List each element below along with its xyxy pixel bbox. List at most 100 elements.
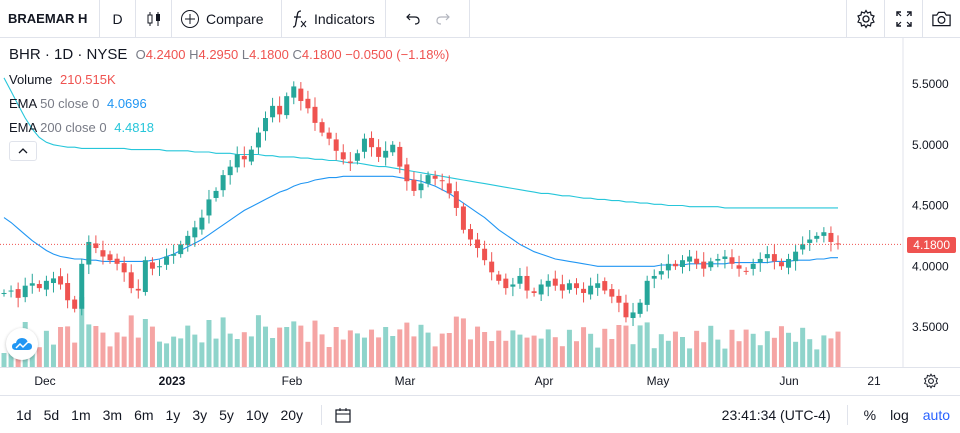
range-button-1m[interactable]: 1m (71, 406, 91, 423)
ema50-value: 4.0696 (106, 96, 147, 111)
volume-bar (284, 327, 290, 367)
volume-bar (510, 330, 516, 367)
percent-toggle[interactable]: % (863, 406, 877, 423)
time-tick-label: May (647, 374, 670, 388)
range-button-5d[interactable]: 5d (43, 406, 60, 423)
volume-value: 210.515K (60, 72, 116, 87)
calendar-range-icon[interactable] (334, 406, 352, 424)
legend-ticker: BHR (9, 46, 41, 63)
chart-pane[interactable]: 5.5000 5.0000 4.5000 4.0000 3.5000 BHR · 1D … (0, 38, 960, 368)
compare-button[interactable]: Compare (172, 0, 282, 38)
range-button-3y[interactable]: 3y (192, 406, 208, 423)
candle (425, 171, 431, 188)
volume-bar (828, 338, 834, 367)
volume-bar (128, 315, 134, 367)
range-button-10y[interactable]: 10y (245, 406, 269, 423)
price-tick-label: 4.5000 (912, 199, 949, 213)
undo-icon[interactable] (405, 11, 421, 27)
volume-bar (220, 317, 226, 367)
ema200-value: 4.4818 (114, 120, 154, 135)
volume-bar (672, 331, 678, 367)
price-chart[interactable]: 5.5000 5.0000 4.5000 4.0000 3.5000 (0, 38, 960, 368)
candle (135, 279, 141, 299)
ema50-label: EMA (9, 96, 37, 111)
candle (828, 226, 834, 252)
ema50-legend[interactable]: EMA 50 close 0 4.0696 (9, 96, 147, 111)
volume-bar (234, 339, 240, 367)
volume-bar (333, 327, 339, 367)
volume-legend[interactable]: Volume 210.515K (9, 72, 116, 87)
candle (15, 282, 21, 308)
volume-bar (79, 297, 85, 367)
volume-bar (489, 341, 495, 367)
volume-bar (545, 329, 551, 367)
ema200-line-path (3, 77, 838, 209)
log-toggle[interactable]: log (890, 406, 909, 423)
volume-bar (142, 319, 148, 367)
candle (93, 235, 99, 254)
price-axis[interactable]: 5.5000 5.0000 4.5000 4.0000 3.5000 (912, 77, 949, 334)
candle (729, 249, 735, 269)
candle (446, 175, 452, 199)
candle (595, 273, 601, 296)
clock-time[interactable]: 23:41:34 (UTC-4) (721, 406, 831, 423)
candle (439, 173, 445, 191)
range-button-3m[interactable]: 3m (102, 406, 123, 423)
range-button-20y[interactable]: 20y (280, 406, 304, 423)
candle (142, 256, 148, 296)
candle (86, 235, 92, 275)
tradingview-logo[interactable] (6, 328, 38, 360)
candlestick-icon (147, 11, 160, 26)
ema200-legend[interactable]: EMA 200 close 0 4.4818 (9, 120, 154, 135)
range-button-1d[interactable]: 1d (16, 406, 32, 423)
candle (411, 171, 417, 197)
range-button-5y[interactable]: 5y (219, 406, 234, 423)
range-button-1y[interactable]: 1y (165, 406, 181, 423)
date-range-group: 1d 5d 1m 3m 6m 1y 3y 5y 10y 20y (0, 407, 309, 423)
volume-bar (729, 329, 735, 367)
collapse-legend-button[interactable] (9, 141, 37, 161)
volume-bar (1, 353, 7, 367)
volume-bar (298, 325, 304, 367)
close-label: C (292, 47, 302, 62)
volume-bar (354, 333, 360, 367)
time-axis[interactable]: Dec 2023 Feb Mar Apr May Jun 21 (0, 368, 960, 395)
volume-bar (277, 327, 283, 367)
symbol-search-button[interactable]: BRAEMAR H (0, 0, 100, 38)
candle (171, 244, 177, 264)
candle (79, 258, 85, 316)
redo-icon[interactable] (435, 11, 451, 27)
candle (164, 248, 170, 270)
candle (432, 170, 438, 186)
interval-button[interactable]: D (100, 0, 136, 38)
candle (545, 274, 551, 297)
candle (298, 82, 304, 111)
auto-toggle[interactable]: auto (922, 406, 950, 423)
open-value: 4.2400 (145, 47, 186, 62)
chart-type-button[interactable] (136, 0, 172, 38)
candle (489, 252, 495, 281)
candle (149, 257, 155, 276)
candle (538, 279, 544, 301)
volume-bar (835, 331, 841, 367)
candle (722, 249, 728, 269)
candle (453, 181, 459, 216)
volume-bar (786, 332, 792, 367)
snapshot-button[interactable] (922, 0, 960, 38)
candle (199, 209, 205, 235)
candle (248, 145, 254, 166)
volume-bar (630, 344, 636, 367)
fullscreen-button[interactable] (884, 0, 922, 38)
volume-bar (206, 320, 212, 367)
candle (255, 127, 261, 154)
candle (581, 282, 587, 303)
range-button-6m[interactable]: 6m (134, 406, 154, 423)
candle (58, 268, 64, 290)
volume-bar (602, 328, 608, 367)
volume-bar (65, 326, 71, 367)
settings-button[interactable] (846, 0, 884, 38)
indicators-button[interactable]: Indicators (282, 0, 386, 38)
axis-settings-gear-icon[interactable] (923, 373, 939, 389)
gear-icon (856, 9, 875, 29)
volume-bar (319, 334, 325, 367)
